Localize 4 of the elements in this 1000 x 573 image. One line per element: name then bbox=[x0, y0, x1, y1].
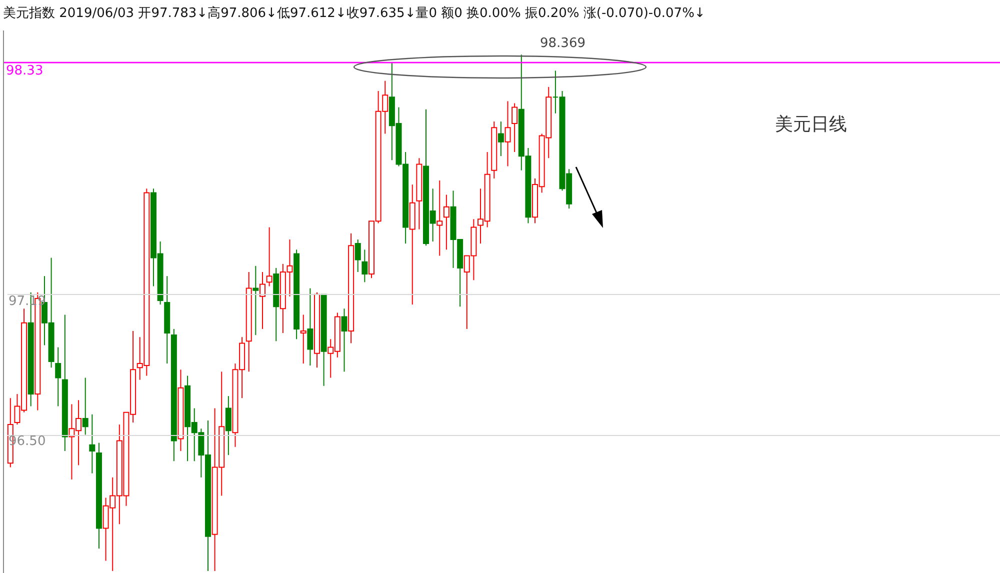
annotation: 98.369 bbox=[540, 36, 586, 51]
chart-title: 美元指数 2019/06/03 开97.783↓高97.806↓低97.612↓收97.635↓量0 额0 换0.00% 振0.20% 涨(-0.070)-0.07%↓ bbox=[3, 5, 706, 21]
text: 美元日线 bbox=[775, 114, 847, 135]
ref-line-label: 98.33 bbox=[6, 64, 44, 79]
